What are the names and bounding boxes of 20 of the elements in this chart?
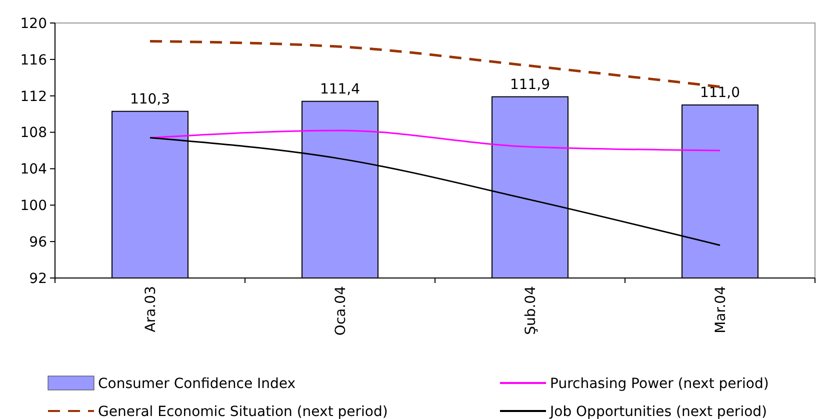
x-tick-label: Ara.03 — [142, 286, 159, 332]
y-tick-label: 120 — [20, 16, 47, 32]
y-tick-label: 100 — [20, 198, 47, 214]
data-label: 111,9 — [510, 76, 550, 93]
x-tick-label: Şub.04 — [522, 286, 539, 335]
y-tick-label: 112 — [20, 88, 47, 105]
y-tick-label: 92 — [29, 270, 47, 287]
x-tick-label: Mar.04 — [712, 286, 729, 334]
y-tick-label: 116 — [20, 52, 48, 68]
legend-label: Purchasing Power (next period) — [550, 376, 769, 392]
y-tick-label: 96 — [29, 234, 48, 250]
legend-label: Job Opportunities (next period) — [549, 404, 767, 419]
x-tick-label: Oca.04 — [332, 286, 349, 336]
data-label: 110,3 — [130, 91, 170, 108]
data-label: 111,0 — [700, 84, 740, 101]
legend-label: General Economic Situation (next period) — [98, 404, 388, 419]
y-tick-label: 104 — [20, 162, 48, 178]
y-tick-label: 108 — [20, 125, 47, 142]
data-label: 111,4 — [320, 81, 360, 98]
legend-label: Consumer Confidence Index — [98, 376, 296, 392]
